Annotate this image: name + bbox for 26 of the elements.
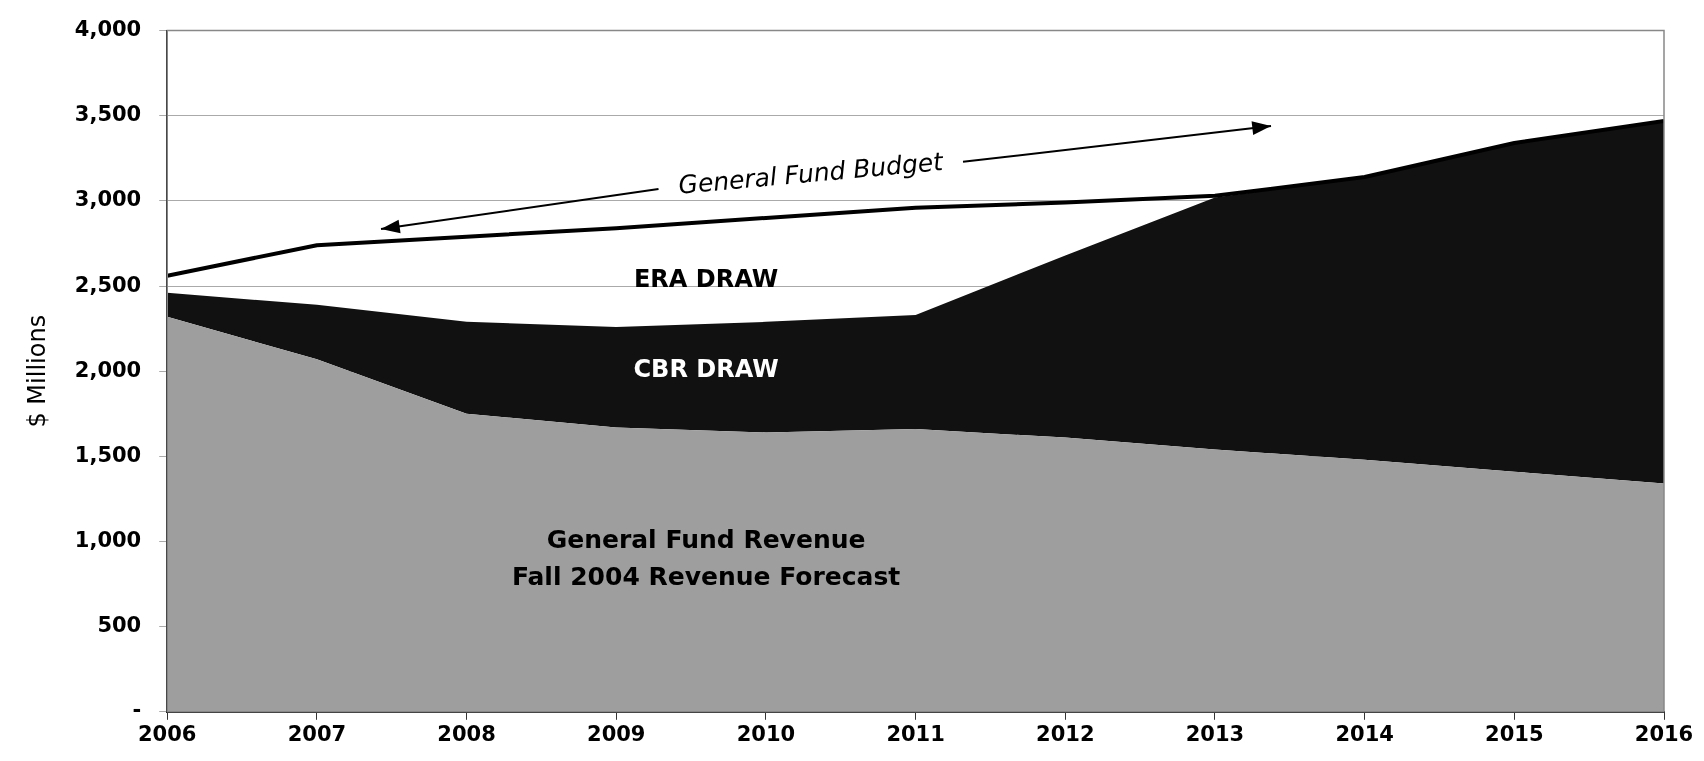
annotation: General Fund Revenue: [546, 525, 866, 554]
y-tick-label: 4,000: [74, 17, 142, 42]
x-tick-label: 2006: [138, 721, 197, 746]
annotation: CBR DRAW: [633, 355, 779, 384]
x-tick-label: 2015: [1485, 721, 1544, 746]
y-tick-label: 1,000: [74, 527, 142, 552]
y-tick-label: 500: [97, 613, 142, 638]
x-tick-label: 2014: [1335, 721, 1394, 746]
x-tick-label: 2009: [587, 721, 646, 746]
x-tick-label: 2016: [1634, 721, 1694, 746]
x-tick-label: 2012: [1036, 721, 1095, 746]
y-tick-label: 3,000: [74, 187, 142, 212]
annotation: General Fund Budget: [677, 146, 946, 200]
y-tick-label: 1,500: [74, 442, 142, 467]
y-tick-label: -: [132, 698, 142, 723]
x-tick-label: 2010: [736, 721, 796, 746]
annotation: ERA DRAW: [633, 265, 779, 294]
x-tick-label: 2011: [886, 721, 945, 746]
y-axis-title: $ Millions: [22, 314, 51, 428]
x-tick-label: 2013: [1185, 721, 1245, 746]
y-tick-label: 3,500: [74, 102, 142, 127]
annotation: Fall 2004 Revenue Forecast: [511, 562, 901, 592]
y-tick-label: 2,000: [74, 357, 142, 382]
x-tick-label: 2008: [437, 721, 496, 746]
x-tick-label: 2007: [287, 721, 347, 746]
y-tick-label: 2,500: [74, 272, 142, 297]
